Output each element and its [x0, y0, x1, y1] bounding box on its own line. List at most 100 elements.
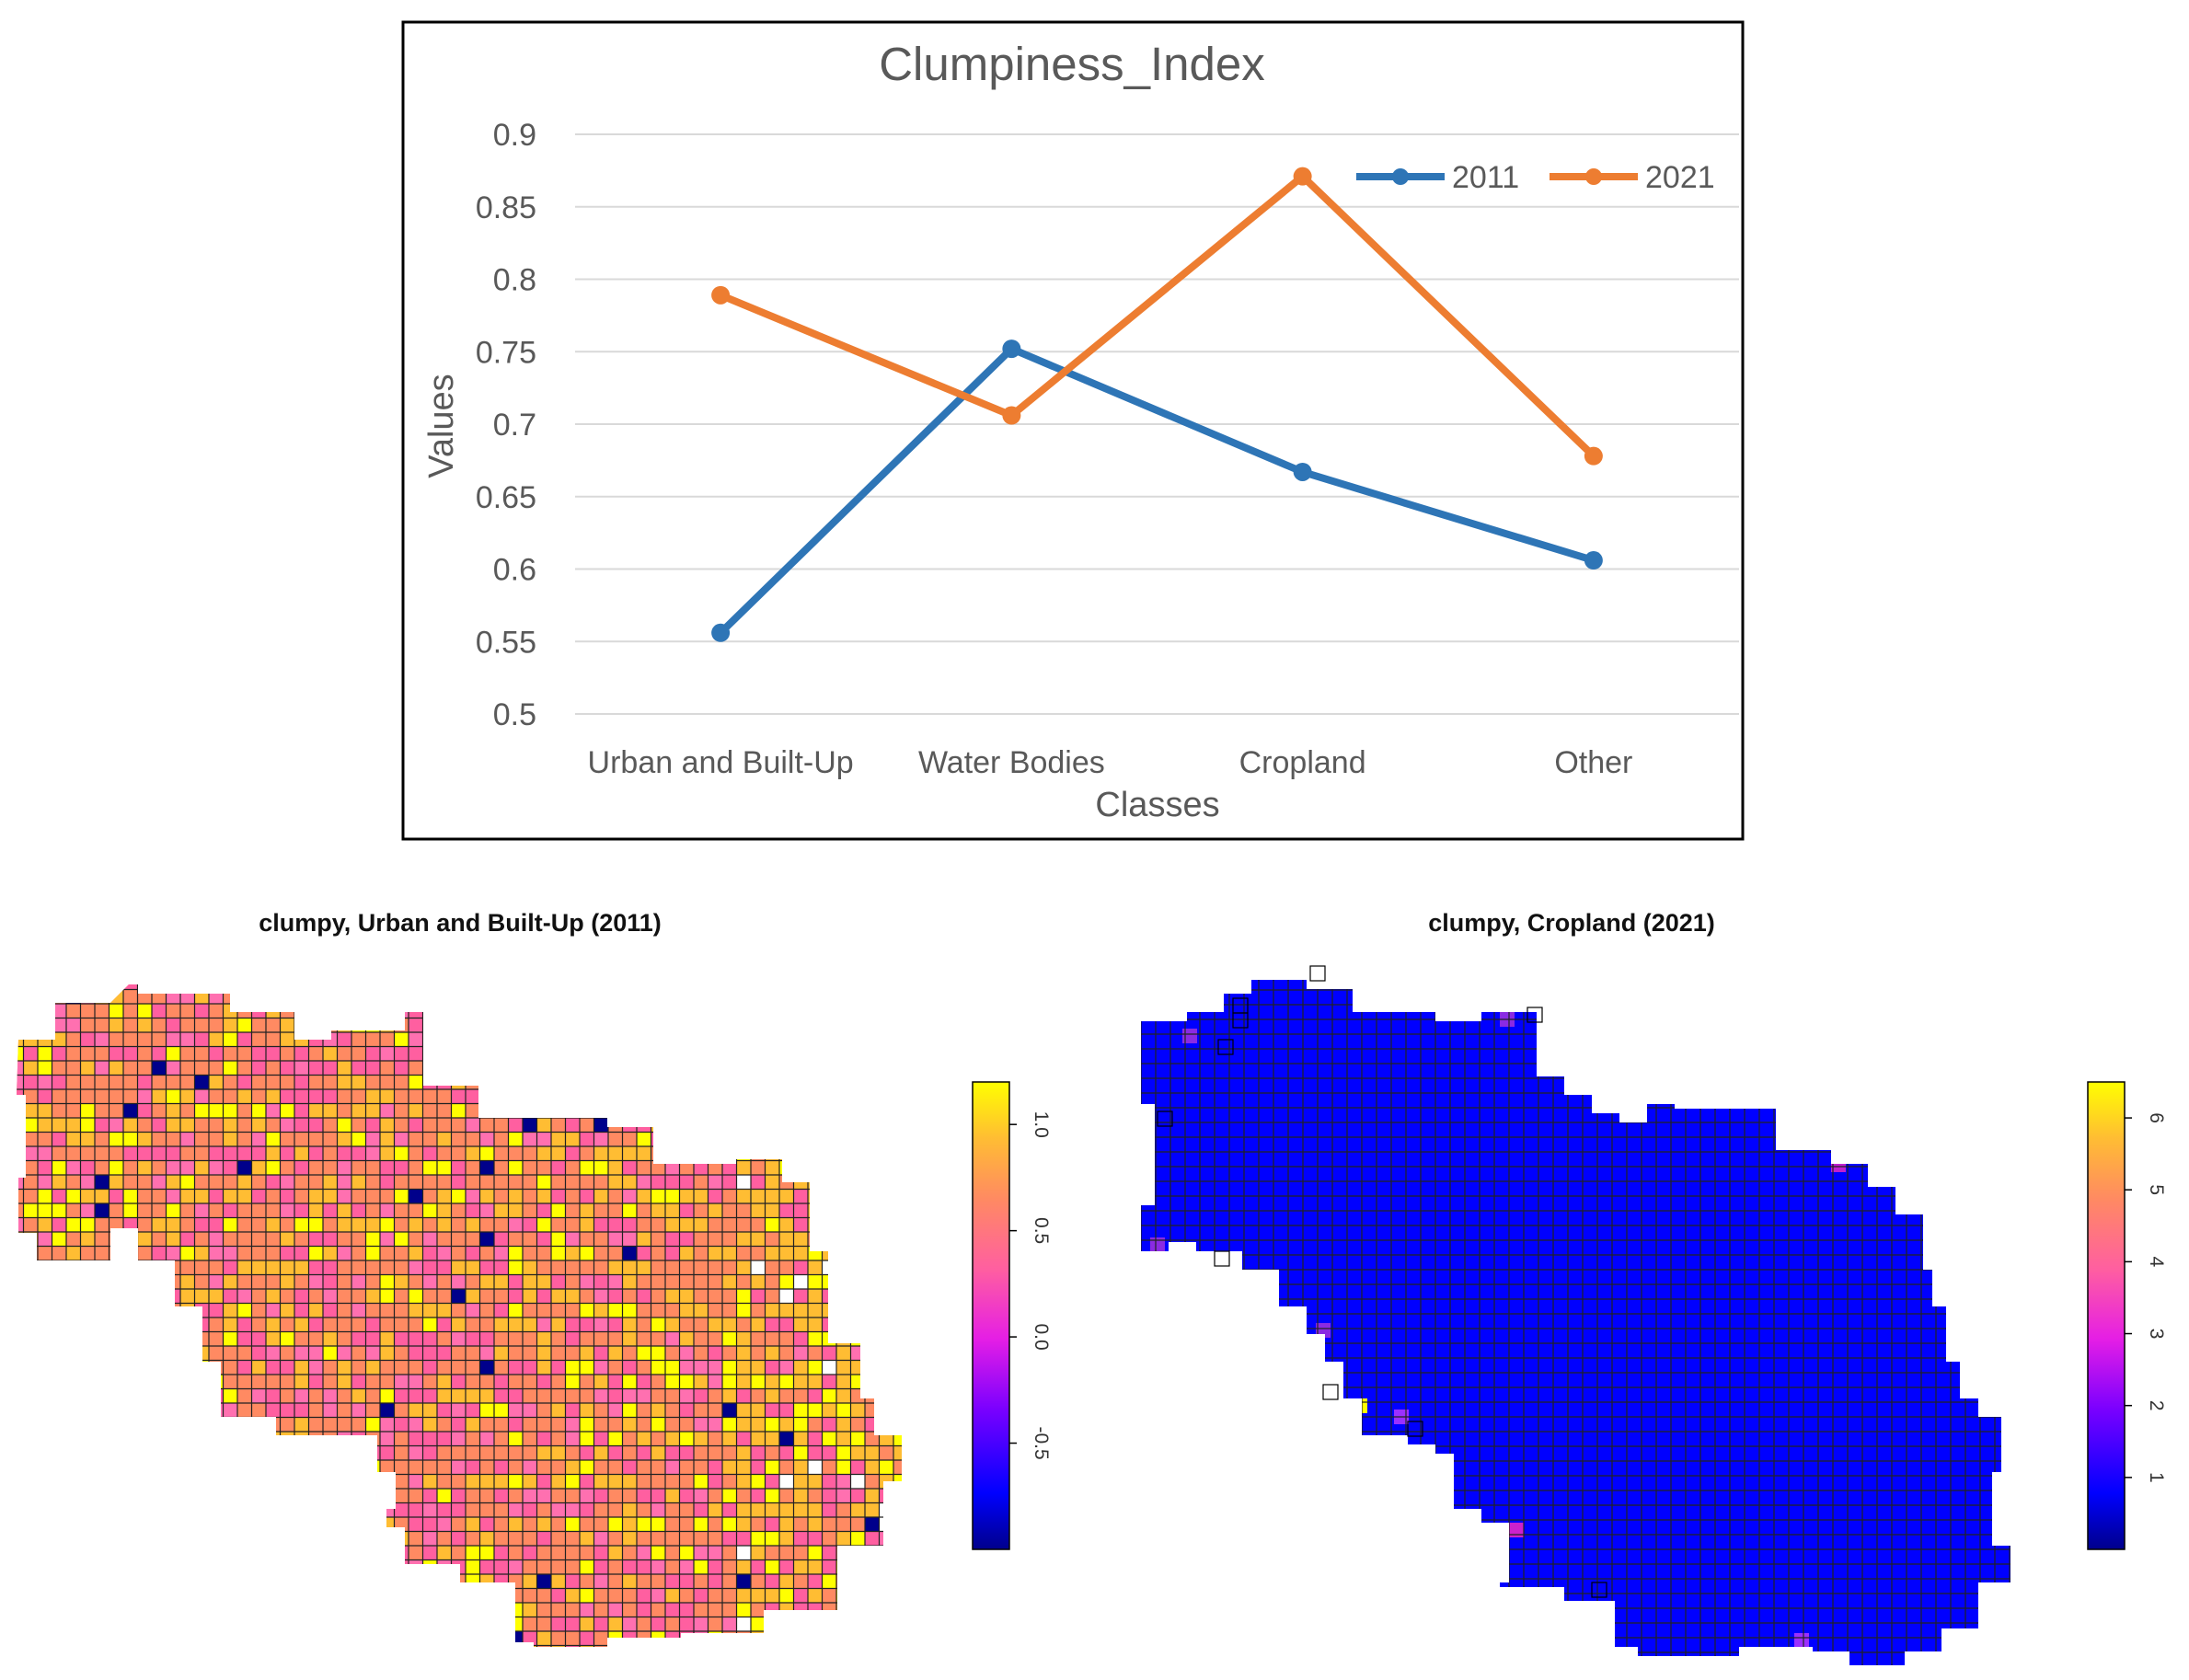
map-cell: [422, 1417, 437, 1432]
map-cell: [580, 1403, 594, 1418]
map-cell: [66, 1132, 81, 1146]
map-cell: [637, 1531, 651, 1546]
map-cell: [580, 1546, 594, 1560]
map-cell: [137, 1189, 152, 1203]
map-cell: [223, 1432, 237, 1446]
map-cell: [808, 1474, 823, 1489]
map-cell: [209, 1146, 224, 1161]
line-chart-panel: Clumpiness_Index 0.50.550.60.650.70.750.…: [401, 20, 1745, 841]
map-cell: [637, 1032, 651, 1047]
map-cell: [479, 1217, 494, 1232]
map-cell: [565, 1303, 580, 1318]
map-cell: [793, 1018, 808, 1032]
map-cell: [494, 1331, 509, 1346]
map-cell: [152, 1103, 167, 1118]
map-cell: [637, 1603, 651, 1617]
map-cell: [879, 1232, 893, 1247]
map-cell: [38, 1546, 52, 1560]
map-cell: [593, 1289, 608, 1304]
map-cell: [251, 1403, 266, 1418]
map-cell: [394, 1046, 409, 1061]
map-cell: [580, 1103, 594, 1118]
map-cell: [17, 1346, 24, 1361]
map-cell: [365, 1004, 380, 1018]
map-cell: [166, 1274, 180, 1289]
map-cell: [466, 1303, 480, 1318]
map-cell: [536, 1246, 551, 1260]
map-cell: [608, 1489, 623, 1503]
map-cell: [323, 1474, 338, 1489]
map-cell: [38, 1603, 52, 1617]
map-cell: [380, 1046, 395, 1061]
map-cell: [280, 1631, 294, 1646]
map-cell: [380, 1502, 395, 1517]
map-cell: [536, 1417, 551, 1432]
map-cell: [793, 1189, 808, 1203]
map-cell: [337, 1089, 351, 1104]
map-cell: [194, 1617, 209, 1631]
map-cell: [523, 1617, 537, 1631]
map-cell: [466, 1046, 480, 1061]
map-cell: [17, 1474, 24, 1489]
map-cell: [323, 1617, 338, 1631]
map-cell: [908, 1346, 923, 1361]
map-cell: [722, 1118, 737, 1133]
map-cell: [137, 1232, 152, 1247]
map-cell: [80, 1175, 95, 1190]
map-cell: [380, 1160, 395, 1175]
map-cell: [308, 1189, 323, 1203]
map-cell: [365, 1546, 380, 1560]
map-cell: [708, 1617, 722, 1631]
map-cell: [66, 1360, 81, 1375]
map-cell: [337, 1403, 351, 1418]
map-cell: [351, 1645, 366, 1647]
map-cell: [765, 1189, 779, 1203]
map-cell: [294, 1318, 309, 1332]
map-cell: [793, 1160, 808, 1175]
map-cell: [908, 1403, 923, 1418]
map-cell: [437, 1331, 452, 1346]
map-cell: [808, 1403, 823, 1418]
map-cell: [422, 1274, 437, 1289]
map-cell: [380, 1075, 395, 1089]
map-cell: [622, 1588, 637, 1603]
map-cell: [637, 1089, 651, 1104]
map-cell: [822, 1331, 836, 1346]
map-cell: [409, 1432, 423, 1446]
map-cell: [494, 1603, 509, 1617]
map-cell: [736, 1075, 751, 1089]
map-cell: [123, 1004, 138, 1018]
map-cell: [536, 1388, 551, 1403]
map-cell: [38, 1189, 52, 1203]
map-cell: [580, 1603, 594, 1617]
map-cell: [765, 1360, 779, 1375]
map-cell: [137, 1417, 152, 1432]
map-cell: [380, 1103, 395, 1118]
map-cell: [793, 1089, 808, 1104]
map-cell: [38, 1517, 52, 1532]
map-cell: [80, 1603, 95, 1617]
map-cell: [308, 1132, 323, 1146]
map-cell: [822, 1559, 836, 1574]
map-cell: [879, 1118, 893, 1133]
map-cell: [209, 1417, 224, 1432]
map-cell: [608, 1018, 623, 1032]
map-cell: [608, 1603, 623, 1617]
map-cell: [409, 1531, 423, 1546]
map-cell: [565, 1146, 580, 1161]
map-cell: [479, 1103, 494, 1118]
map-cell: [865, 1217, 880, 1232]
map-cell: [850, 1146, 865, 1161]
map-cell: [95, 1004, 109, 1018]
map-cell: [266, 1460, 281, 1475]
map-cell: [694, 989, 709, 1004]
map-cell: [722, 1331, 737, 1346]
map-cell: [52, 1118, 66, 1133]
map-cell: [308, 1388, 323, 1403]
map-cell: [651, 1274, 665, 1289]
map-cell: [608, 1103, 623, 1118]
map-cell: [836, 1004, 851, 1018]
map-cell: [294, 1432, 309, 1446]
map-cell: [266, 1175, 281, 1190]
map-cell: [879, 1346, 893, 1361]
